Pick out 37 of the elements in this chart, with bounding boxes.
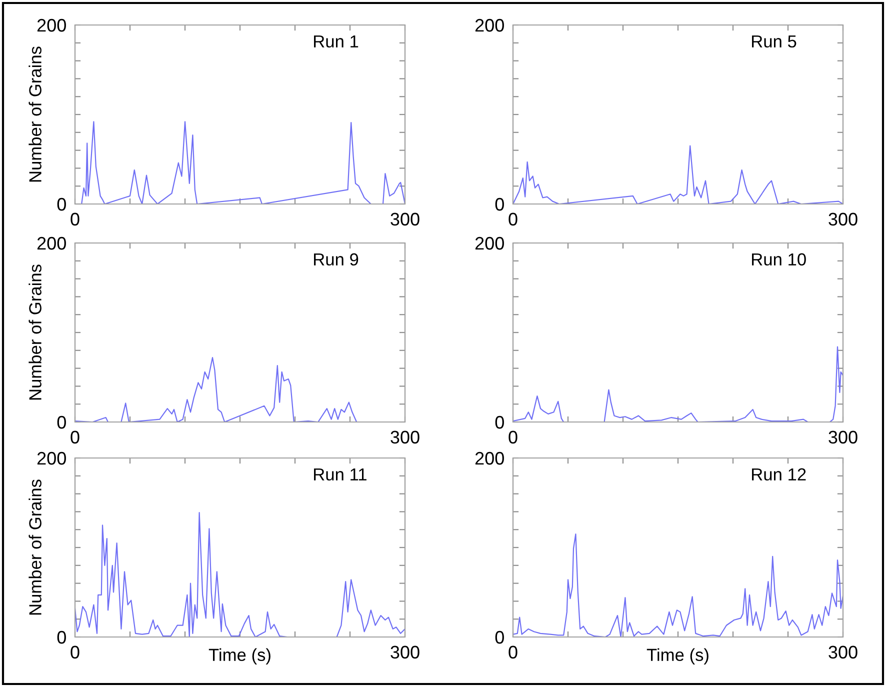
x-tick-label: 0 xyxy=(70,212,80,226)
x-tick-label: 0 xyxy=(508,646,518,659)
chart-title: Run 9 xyxy=(314,253,358,266)
y-tick-label: 0 xyxy=(495,198,504,211)
x-tick-label: 300 xyxy=(828,212,858,226)
chart-title: Run 12 xyxy=(752,468,806,481)
x-tick-label: 300 xyxy=(828,646,858,659)
y-tick-label: 200 xyxy=(475,236,504,250)
x-axis-title: Time (s) xyxy=(208,648,270,664)
y-tick-label: 200 xyxy=(37,236,66,250)
x-tick-label: 300 xyxy=(390,212,420,226)
y-tick-label: 0 xyxy=(57,416,66,429)
x-tick-label: 300 xyxy=(390,430,420,444)
x-tick-label: 300 xyxy=(828,430,858,444)
chart-title: Run 10 xyxy=(752,253,806,266)
y-axis-title: Number of Grains xyxy=(28,480,42,615)
y-axis-title: Number of Grains xyxy=(28,264,42,400)
line-series xyxy=(75,357,358,422)
chart-title: Run 5 xyxy=(752,35,796,48)
x-tick-label: 0 xyxy=(508,430,518,444)
x-axis-title: Time (s) xyxy=(646,648,708,664)
y-tick-label: 200 xyxy=(37,18,66,32)
chart-title: Run 1 xyxy=(314,35,358,48)
y-tick-label: 200 xyxy=(475,18,504,32)
line-series xyxy=(81,121,405,204)
x-tick-label: 300 xyxy=(390,646,420,659)
y-tick-label: 0 xyxy=(57,630,66,644)
y-axis-title: Number of Grains xyxy=(28,46,42,182)
y-tick-label: 200 xyxy=(37,452,66,465)
chart-title: Run 11 xyxy=(314,468,366,481)
y-tick-label: 0 xyxy=(57,198,66,211)
x-tick-label: 0 xyxy=(70,430,80,444)
y-tick-label: 0 xyxy=(495,630,504,644)
x-tick-label: 0 xyxy=(70,646,80,659)
x-tick-label: 0 xyxy=(508,212,518,226)
y-tick-label: 0 xyxy=(495,416,504,429)
y-tick-label: 200 xyxy=(475,452,504,465)
